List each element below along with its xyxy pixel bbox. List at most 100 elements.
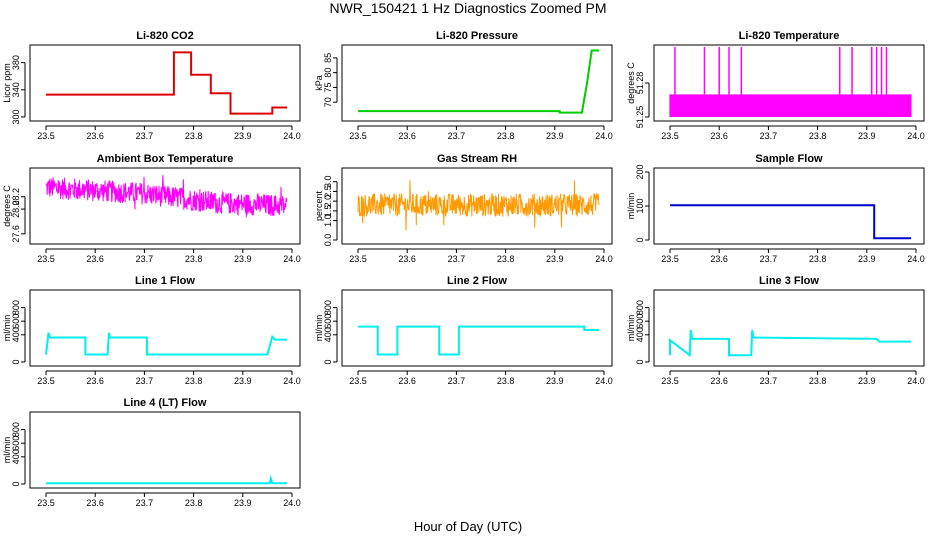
panel-title: Ambient Box Temperature (97, 153, 234, 165)
y-tick-label: 600 (323, 314, 333, 329)
y-tick-label: 70 (323, 97, 333, 107)
plot-frame (341, 44, 613, 122)
x-tick-label: 23.6 (710, 376, 728, 386)
x-tick-label: 23.9 (234, 376, 252, 386)
series-group (358, 325, 600, 356)
y-tick-label: 2.5 (323, 185, 333, 198)
panel-title: Li-820 Temperature (739, 30, 840, 42)
panel-grid: Li-820 CO2 23.5 23.6 23.7 23.8 23.9 24.0 300 340… (2, 30, 925, 508)
x-tick-label: 23.6 (86, 131, 104, 141)
y-tick-label: 85 (323, 53, 333, 63)
y-tick-label: 2.0 (323, 195, 333, 208)
series-line (358, 49, 600, 114)
x-tick-label: 23.8 (809, 376, 827, 386)
panel-title: Li-820 Pressure (436, 30, 518, 42)
y-tick-label: 0 (11, 359, 21, 364)
chart-panel: Line 3 Flow 23.5 23.6 23.7 23.8 23.9 24.0 0 4006… (626, 275, 925, 386)
y-axis-label: degrees C (626, 62, 636, 104)
x-tick-label: 23.5 (661, 376, 679, 386)
panel-title: Li-820 CO2 (136, 30, 193, 42)
y-tick-label: 400 (11, 449, 21, 464)
chart-panel: Line 2 Flow 23.5 23.6 23.7 23.8 23.9 24.0 0 4006… (314, 275, 613, 386)
series-line (670, 204, 912, 240)
figure-x-axis-label: Hour of Day (UTC) (414, 519, 522, 534)
y-tick-label: 800 (323, 300, 333, 315)
x-tick-label: 24.0 (907, 254, 925, 264)
y-tick-label: 51.25 (635, 106, 645, 129)
y-tick-label: 800 (635, 300, 645, 315)
x-tick-label: 24.0 (595, 376, 613, 386)
x-tick-label: 23.5 (37, 498, 55, 508)
y-tick-label: 0 (323, 359, 333, 364)
x-tick-label: 24.0 (283, 254, 301, 264)
y-tick-label: 3.0 (323, 175, 333, 188)
y-tick-label: 600 (11, 314, 21, 329)
panel-title: Gas Stream RH (437, 153, 517, 165)
y-axis-label: Licor ppm (2, 63, 12, 103)
x-tick-label: 24.0 (907, 131, 925, 141)
x-tick-label: 23.5 (349, 254, 367, 264)
chart-panel: Sample Flow 23.5 23.6 23.7 23.8 23.9 24.0 0 100 2… (626, 153, 925, 264)
x-tick-label: 23.5 (37, 131, 55, 141)
y-tick-label: 75 (323, 82, 333, 92)
series-group (670, 204, 912, 240)
y-axis-label: degrees C (2, 185, 12, 227)
chart-panel: Li-820 Pressure 23.5 23.6 23.7 23.8 23.9 24.0 7… (314, 30, 613, 141)
series-group (358, 49, 600, 114)
chart-panel: Li-820 CO2 23.5 23.6 23.7 23.8 23.9 24.0 300 340… (2, 30, 301, 141)
series-group (45, 332, 288, 356)
y-tick-label: 28.0 (11, 200, 21, 218)
series-group (669, 329, 912, 358)
y-tick-label: 340 (11, 82, 21, 97)
x-tick-label: 23.8 (809, 131, 827, 141)
x-tick-label: 23.5 (661, 254, 679, 264)
x-tick-label: 23.7 (760, 376, 778, 386)
x-tick-label: 23.9 (234, 498, 252, 508)
y-tick-label: 1.0 (323, 214, 333, 227)
x-tick-label: 23.7 (136, 131, 154, 141)
y-tick-label: 200 (635, 164, 645, 179)
chart-panel: Gas Stream RH 23.5 23.6 23.7 23.8 23.9 24.0 0.0… (314, 153, 613, 264)
y-tick-label: 0.0 (323, 234, 333, 247)
panel-title: Line 3 Flow (759, 275, 819, 287)
y-tick-label: 800 (11, 422, 21, 437)
y-tick-label: 51.28 (635, 72, 645, 95)
x-tick-label: 24.0 (595, 131, 613, 141)
plot-frame (653, 167, 925, 245)
x-tick-label: 23.7 (760, 254, 778, 264)
series-group (46, 474, 288, 485)
y-tick-label: 27.6 (11, 225, 21, 243)
x-tick-label: 23.5 (37, 254, 55, 264)
panel-title: Line 4 (LT) Flow (124, 397, 207, 409)
chart-panel: Li-820 Temperature 23.5 23.6 23.7 23.8 23.9 24… (626, 30, 925, 141)
x-tick-label: 23.6 (86, 376, 104, 386)
plot-frame (653, 44, 925, 122)
y-axis-label: ml/min (314, 315, 324, 342)
x-tick-label: 23.6 (710, 254, 728, 264)
x-tick-label: 24.0 (283, 131, 301, 141)
x-tick-label: 23.9 (234, 131, 252, 141)
x-tick-label: 23.6 (398, 131, 416, 141)
y-tick-label: 28.2 (11, 188, 21, 206)
x-tick-label: 23.7 (136, 254, 154, 264)
x-tick-label: 23.9 (546, 254, 564, 264)
y-tick-label: 0 (11, 481, 21, 486)
x-tick-label: 23.7 (136, 376, 154, 386)
x-tick-label: 23.9 (858, 131, 876, 141)
y-tick-label: 600 (11, 436, 21, 451)
x-tick-label: 23.9 (546, 131, 564, 141)
x-tick-label: 23.6 (86, 254, 104, 264)
panel-title: Line 2 Flow (447, 275, 507, 287)
y-tick-label: 100 (635, 198, 645, 213)
plot-frame (653, 289, 925, 367)
x-tick-label: 23.5 (661, 131, 679, 141)
y-tick-label: 80 (323, 68, 333, 78)
x-tick-label: 23.9 (858, 254, 876, 264)
x-tick-label: 23.8 (497, 254, 515, 264)
x-tick-label: 23.6 (710, 131, 728, 141)
x-tick-label: 23.9 (234, 254, 252, 264)
chart-panel: Line 1 Flow 23.5 23.6 23.7 23.8 23.9 24.0 0 4006… (2, 275, 301, 386)
x-tick-label: 23.8 (185, 131, 203, 141)
series-band (669, 94, 912, 117)
